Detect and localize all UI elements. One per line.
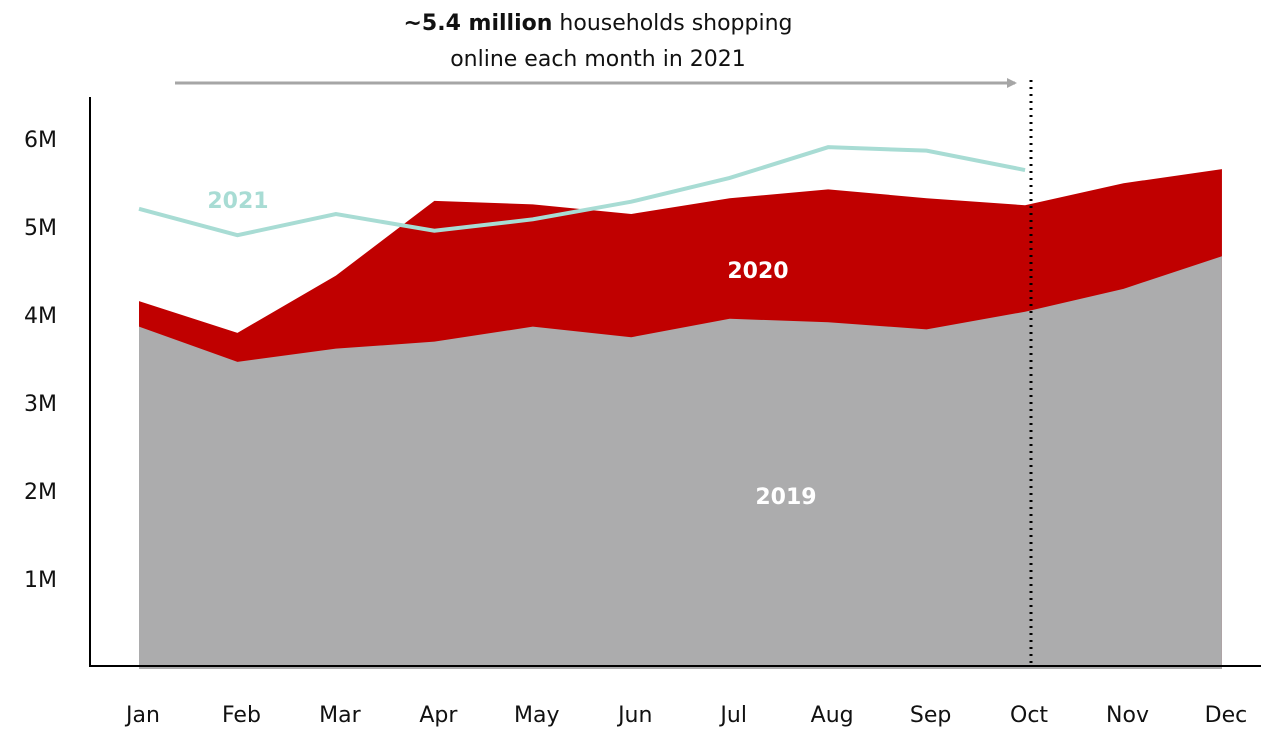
x-tick-label: May bbox=[514, 703, 559, 728]
x-tick-label: Dec bbox=[1205, 703, 1248, 728]
series-label: 2019 bbox=[755, 485, 816, 510]
y-tick-label: 1M bbox=[24, 568, 57, 593]
line bbox=[138, 145, 1026, 238]
x-tick-label: Jun bbox=[616, 703, 652, 728]
x-tick-label: Jul bbox=[718, 703, 747, 728]
x-tick-label: Sep bbox=[910, 703, 951, 728]
annotation-bold: ~5.4 million bbox=[403, 11, 552, 36]
x-tick-label: Oct bbox=[1010, 703, 1048, 728]
plot: 2020 2019 2021 1M 2M 3M 4M 5M 6M Jan Feb Mar Apr May J… bbox=[24, 80, 1261, 728]
series-label: 2021 bbox=[207, 189, 268, 214]
x-tick-label: Jan bbox=[124, 703, 160, 728]
x-tick-label: Feb bbox=[222, 703, 261, 728]
y-tick-label: 2M bbox=[24, 480, 57, 505]
annotation: ~5.4 million households shopping bbox=[403, 11, 792, 36]
annotation-text: households shopping bbox=[552, 11, 792, 36]
x-tick-label: Aug bbox=[811, 703, 854, 728]
annotation: online each month in 2021 bbox=[450, 47, 746, 72]
series-label: 2020 bbox=[727, 259, 788, 284]
y-tick-label: 4M bbox=[24, 304, 57, 329]
y-tick-label: 6M bbox=[24, 128, 57, 153]
x-tick-label: Mar bbox=[319, 703, 361, 728]
x-tick-label: Apr bbox=[419, 703, 458, 728]
area bbox=[139, 256, 1222, 669]
y-tick-label: 5M bbox=[24, 216, 57, 241]
y-tick-label: 3M bbox=[24, 392, 57, 417]
x-tick-label: Nov bbox=[1106, 703, 1149, 728]
